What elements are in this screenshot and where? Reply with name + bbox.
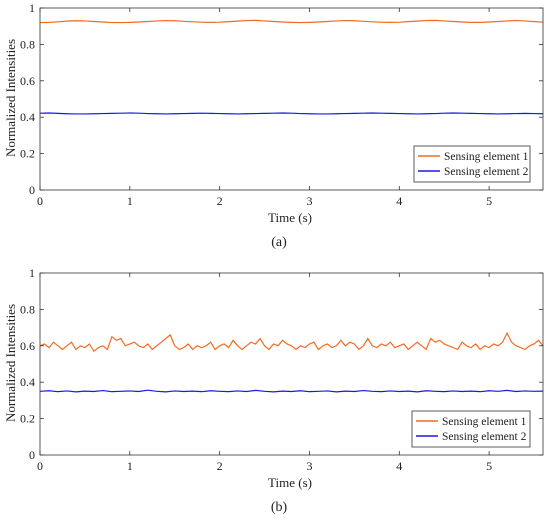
legend-label-2: Sensing element 2 [442,431,527,443]
y-axis-label-b: Normalized Intensities [3,304,18,422]
y-tick-label: 0.2 [20,412,35,426]
x-axis-label-b: Time (s) [268,475,312,490]
x-tick-label: 5 [486,459,492,473]
series-line-2 [39,389,544,393]
series-line-1 [39,19,544,24]
legend-box [411,410,531,448]
series-line-2 [39,112,544,115]
x-axis-label-a: Time (s) [268,210,312,225]
y-tick-label: 1 [29,266,35,280]
y-tick-label: 0.2 [20,147,35,161]
legend-label-1: Sensing element 1 [444,151,529,163]
x-tick-label: 1 [127,194,133,208]
y-tick-label: 0.8 [20,302,35,316]
x-tick-label: 2 [217,459,223,473]
x-tick-label: 3 [306,459,312,473]
legend-label-2: Sensing element 2 [444,166,529,178]
y-tick-label: 1 [29,1,35,15]
legend-label-1: Sensing element 1 [442,416,527,428]
y-tick-label: 0 [29,448,35,462]
legend: Sensing element 1 Sensing element 2 [413,145,531,183]
legend: Sensing element 1 Sensing element 2 [411,410,531,448]
x-tick-label: 3 [306,194,312,208]
series-line-1 [39,331,544,353]
x-tick-label: 4 [396,459,402,473]
panel-label-b: (b) [271,500,288,515]
y-tick-label: 0.4 [20,375,35,389]
x-tick-label: 4 [396,194,402,208]
panel-label-a: (a) [271,235,287,250]
axes-box [39,272,544,456]
y-tick-label: 0.4 [20,110,35,124]
x-tick-label: 0 [37,194,43,208]
axes-box [39,7,544,191]
y-tick-label: 0.6 [20,74,35,88]
legend-box [413,145,531,183]
y-tick-label: 0 [29,183,35,197]
y-tick-label: 0.6 [20,339,35,353]
x-tick-label: 5 [486,194,492,208]
y-tick-label: 0.8 [20,37,35,51]
y-axis-label-a: Normalized Intensities [3,39,18,157]
x-tick-label: 1 [127,459,133,473]
x-tick-label: 2 [217,194,223,208]
x-tick-label: 0 [37,459,43,473]
